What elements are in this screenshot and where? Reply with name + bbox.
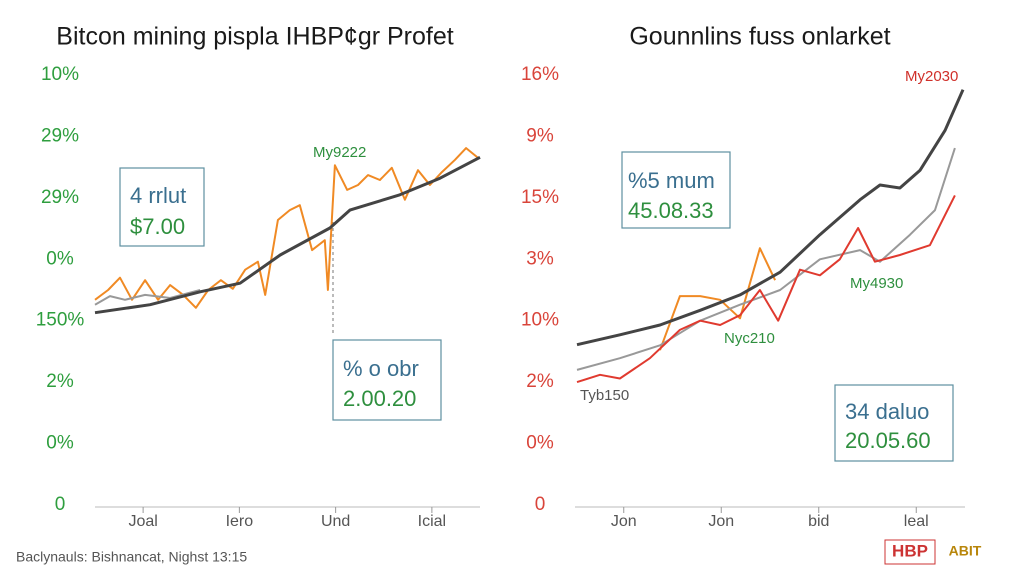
series-line <box>94 147 479 309</box>
y-tick-label: 16% <box>521 64 559 85</box>
y-tick-label: 0 <box>535 494 546 515</box>
y-tick-label: 3% <box>526 248 554 269</box>
x-tick-label: Joal <box>128 513 157 530</box>
x-tick-label: Und <box>321 513 350 530</box>
annotation-text: 20.05.60 <box>845 428 931 453</box>
series-line <box>94 155 481 315</box>
annotation-text: My2030 <box>905 68 958 85</box>
series-line <box>576 194 956 384</box>
y-tick-label: 0% <box>526 433 554 454</box>
y-tick-label: 10% <box>41 64 79 85</box>
y-tick-label: 0% <box>46 433 74 454</box>
annotation-box <box>834 384 954 462</box>
y-tick-label: 29% <box>41 125 79 146</box>
annotation-text: 2.00.20 <box>343 386 416 411</box>
x-tick-label: leal <box>904 513 929 530</box>
annotation-text: Tyb150 <box>580 387 629 404</box>
x-tick-label: bid <box>808 513 829 530</box>
y-tick-label: 150% <box>36 310 85 331</box>
y-tick-label: 0 <box>55 494 66 515</box>
annotation-text: % o obr <box>343 356 419 381</box>
y-tick-label: 10% <box>521 310 559 331</box>
y-tick-label: 2% <box>46 371 74 392</box>
annotation-text: My4930 <box>850 275 903 292</box>
annotation-text: %5 mum <box>628 168 715 193</box>
annotation-text: 34 daluo <box>845 399 929 424</box>
series-line <box>576 89 965 347</box>
annotation-text: My9222 <box>313 144 366 161</box>
series-line <box>94 289 201 306</box>
y-tick-label: 15% <box>521 187 559 208</box>
y-tick-label: 0% <box>46 248 74 269</box>
annotation-text: $7.00 <box>130 214 185 239</box>
series-line <box>576 147 956 371</box>
logo-text: ABIT <box>949 543 982 559</box>
x-tick-label: Iero <box>226 513 254 530</box>
annotation-box <box>332 339 442 421</box>
chart-title: Gounnlins fuss onlarket <box>629 23 890 51</box>
annotation-text: 45.08.33 <box>628 198 714 223</box>
footer-text: Baclynauls: Bishnancat, Nighst 13:15 <box>16 549 247 565</box>
annotation-text: 4 rrlut <box>130 183 186 208</box>
y-tick-label: 9% <box>526 125 554 146</box>
annotation-text: Nyc210 <box>724 330 775 347</box>
y-tick-label: 2% <box>526 371 554 392</box>
annotation-box <box>621 151 731 229</box>
logo-text: HBP <box>892 541 928 560</box>
chart-title: Bitcon mining pispla IHBP¢gr Profet <box>56 23 453 51</box>
x-tick-label: Icial <box>418 513 446 530</box>
logo-box <box>884 539 936 565</box>
annotation-box <box>119 167 205 247</box>
x-tick-label: Jon <box>611 513 637 530</box>
series-line <box>659 247 777 351</box>
y-tick-label: 29% <box>41 187 79 208</box>
x-tick-label: Jon <box>708 513 734 530</box>
